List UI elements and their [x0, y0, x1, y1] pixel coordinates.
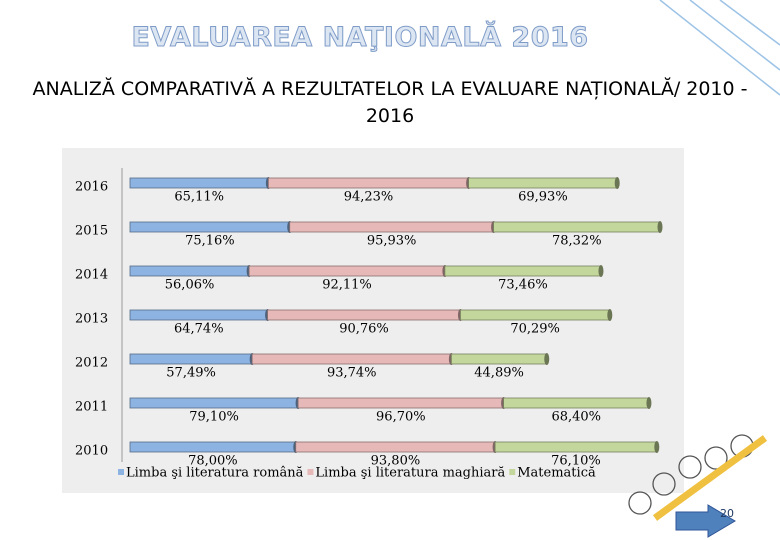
- value-label: 76,10%: [551, 454, 601, 469]
- bar-cap: [654, 441, 660, 453]
- subtitle: ANALIZĂ COMPARATIVĂ A REZULTATELOR LA EV…: [32, 78, 748, 127]
- value-label: 57,49%: [166, 366, 216, 381]
- plot-background: [62, 148, 684, 493]
- bar-cap: [657, 221, 663, 233]
- page-number: 20: [720, 507, 734, 520]
- legend-swatch: [307, 469, 314, 475]
- bar-segment: [267, 309, 461, 321]
- bar-segment: [468, 177, 618, 189]
- bar-segment: [460, 309, 611, 321]
- legend-swatch: [509, 469, 516, 475]
- value-label: 44,89%: [474, 366, 524, 381]
- bar-cap: [614, 177, 620, 189]
- bar-cap: [598, 265, 604, 277]
- bar-segment: [129, 397, 299, 409]
- bar-segment: [129, 441, 297, 453]
- bar-segment: [129, 177, 269, 189]
- bar-segment: [450, 353, 548, 365]
- title: EVALUAREA NAŢIONALĂ 2016: [131, 22, 589, 54]
- legend-label: Limba şi literatura maghiară: [315, 466, 505, 481]
- bar-segment: [493, 221, 661, 233]
- value-label: 79,10%: [189, 410, 239, 425]
- next-button[interactable]: [675, 504, 736, 538]
- bar-segment: [289, 221, 494, 233]
- y-tick-label: 2012: [75, 356, 108, 371]
- bar-segment: [297, 397, 504, 409]
- y-tick-label: 2010: [75, 444, 108, 459]
- bar-segment: [129, 221, 291, 233]
- value-label: 75,16%: [185, 234, 235, 249]
- value-label: 68,40%: [551, 410, 601, 425]
- legend-swatch: [118, 469, 124, 475]
- checkmarks: [628, 434, 768, 521]
- bar-cap: [646, 397, 652, 409]
- value-label: 70,29%: [510, 322, 560, 337]
- bar-segment: [503, 397, 650, 409]
- y-tick-label: 2011: [75, 400, 108, 415]
- y-tick-label: 2015: [75, 224, 108, 239]
- bar-segment: [267, 177, 469, 189]
- value-label: 73,46%: [498, 278, 548, 293]
- bar-segment: [129, 309, 268, 321]
- value-label: 65,11%: [174, 190, 224, 205]
- value-label: 56,06%: [165, 278, 215, 293]
- bar-segment: [251, 353, 452, 365]
- value-label: 94,23%: [344, 190, 394, 205]
- bar-segment: [129, 265, 250, 277]
- value-label: 90,76%: [339, 322, 389, 337]
- value-label: 93,80%: [371, 454, 421, 469]
- y-tick-label: 2013: [75, 312, 108, 327]
- value-label: 95,93%: [367, 234, 417, 249]
- decoration: [659, 0, 780, 96]
- value-label: 93,74%: [327, 366, 377, 381]
- value-label: 96,70%: [376, 410, 426, 425]
- legend-label: Matematică: [517, 466, 596, 481]
- value-label: 64,74%: [174, 322, 224, 337]
- bar-cap: [607, 309, 613, 321]
- y-tick-label: 2016: [75, 180, 108, 195]
- bar-segment: [444, 265, 602, 277]
- bar-segment: [494, 441, 658, 453]
- value-label: 92,11%: [322, 278, 372, 293]
- value-label: 78,00%: [188, 454, 238, 469]
- bar-segment: [129, 353, 253, 365]
- legend-label: Limba şi literatura română: [126, 466, 304, 481]
- value-label: 69,93%: [518, 190, 568, 205]
- value-label: 78,32%: [552, 234, 602, 249]
- bar-cap: [544, 353, 550, 365]
- y-tick-label: 2014: [75, 268, 108, 283]
- bar-segment: [248, 265, 446, 277]
- bar-segment: [295, 441, 496, 453]
